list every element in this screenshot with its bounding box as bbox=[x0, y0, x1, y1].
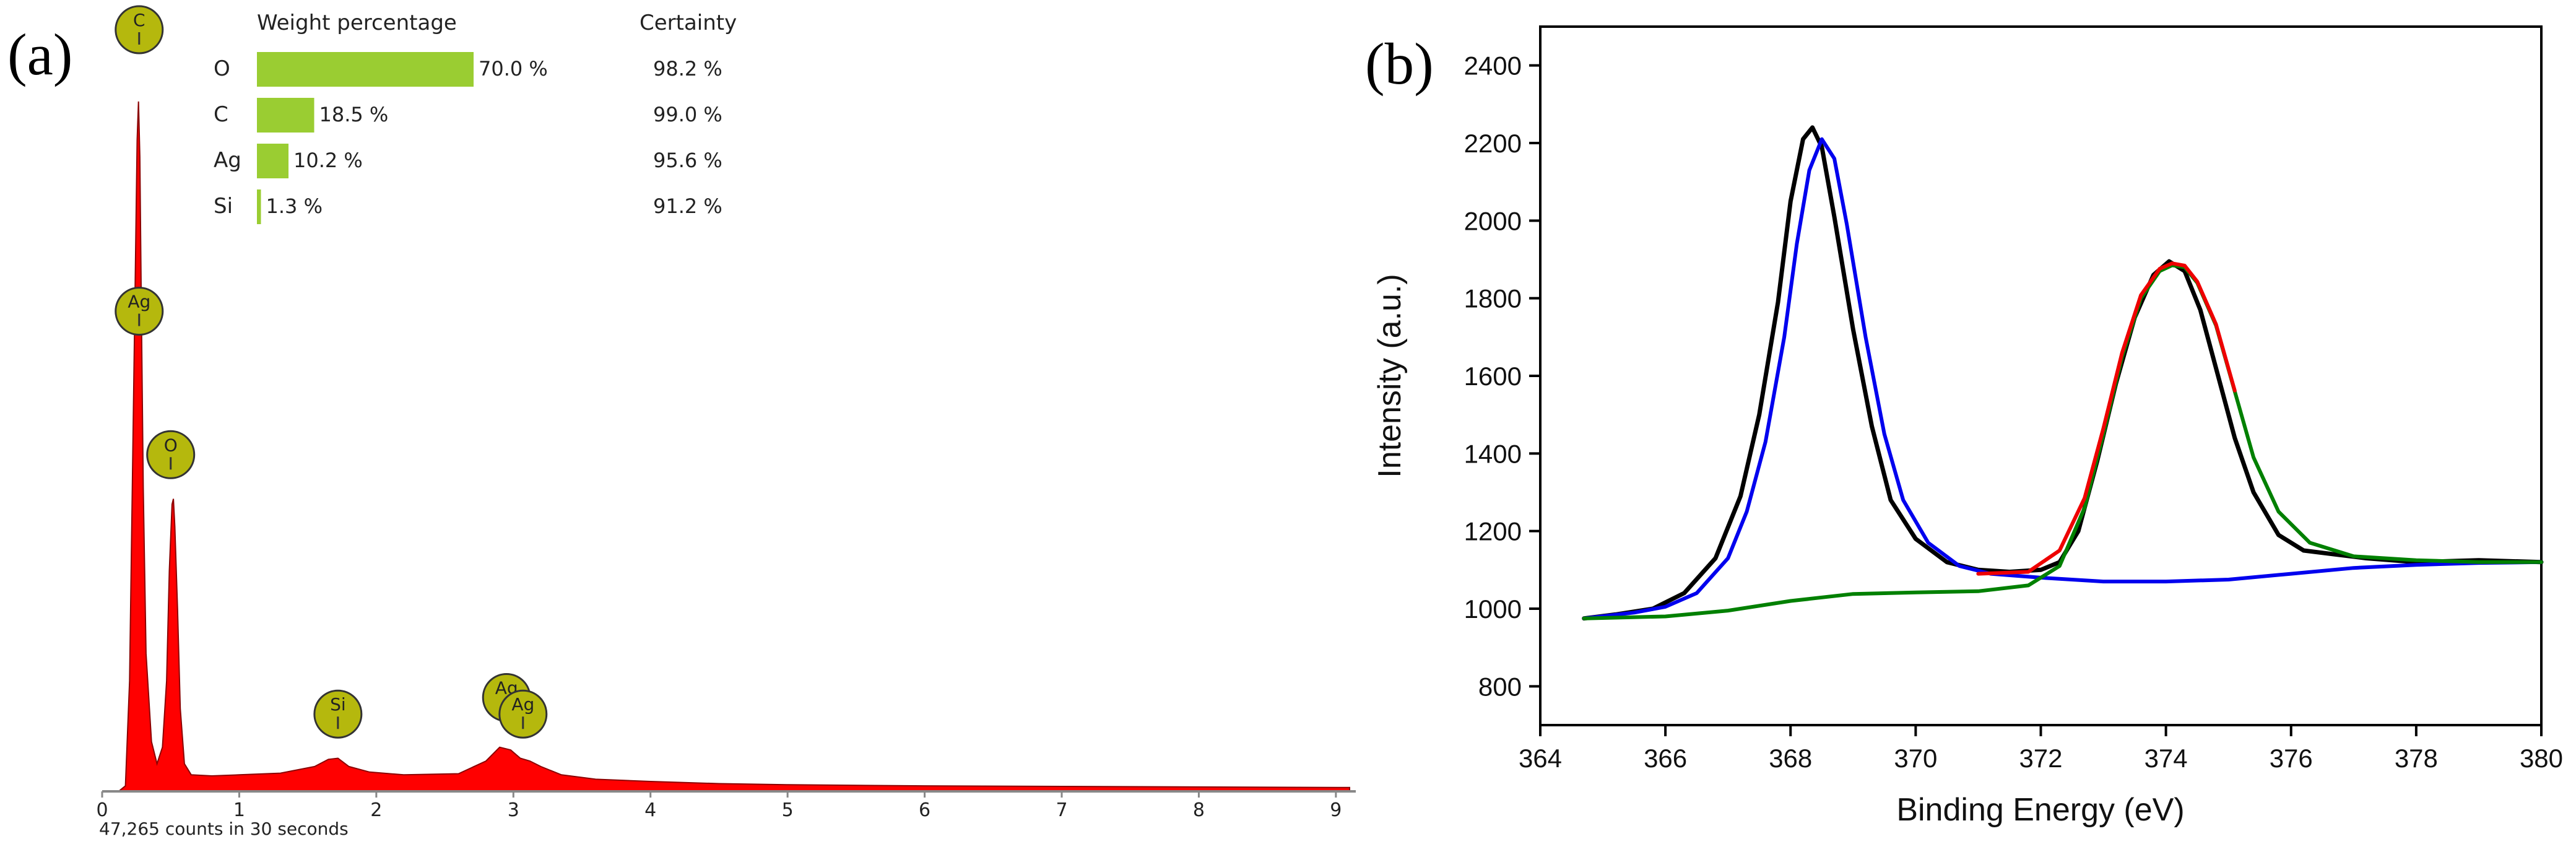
eds-spectrum-area bbox=[102, 101, 1350, 792]
peak-label-text: Ag bbox=[128, 292, 150, 312]
xps-y-tick-label: 1600 bbox=[1464, 362, 1522, 391]
eds-panel: (a) 0 1 2 3 4 5 6 7 8 9 C Ag O Si Ag Ag 47,265 counts … bbox=[7, 5, 1356, 839]
xps-x-tick-label: 370 bbox=[1894, 744, 1937, 773]
peak-label-marker bbox=[313, 689, 363, 739]
weight-bar bbox=[257, 98, 314, 133]
xps-y-tick-label: 1400 bbox=[1464, 439, 1522, 468]
peak-label-text: Ag bbox=[511, 694, 534, 715]
eds-x-tick-label: 3 bbox=[508, 799, 519, 821]
table-header-weight: Weight percentage bbox=[257, 11, 457, 35]
peak-label-ag: Ag bbox=[498, 689, 548, 739]
xps-x-tick-label: 366 bbox=[1644, 744, 1687, 773]
xps-x-tick-label: 374 bbox=[2144, 744, 2188, 773]
table-rows: O 70.0 % 98.2 % C 18.5 % 99.0 % Ag 10.2 % 95.6 %… bbox=[214, 52, 722, 224]
table-row-element: Si bbox=[214, 194, 233, 219]
peak-label-marker bbox=[115, 5, 164, 54]
xps-y-tick-label: 1000 bbox=[1464, 594, 1522, 624]
peak-label-marker bbox=[498, 689, 548, 739]
eds-x-tick-label: 7 bbox=[1056, 799, 1067, 821]
peak-label-marker bbox=[146, 430, 196, 479]
xps-series-line bbox=[1976, 261, 2237, 576]
eds-peak-labels: C Ag O Si Ag Ag bbox=[115, 5, 548, 739]
table-row: C 18.5 % 99.0 % bbox=[214, 98, 722, 133]
xps-y-tick-label: 2000 bbox=[1464, 206, 1522, 235]
eds-x-tick-label: 2 bbox=[370, 799, 382, 821]
xps-y-tick-label: 1800 bbox=[1464, 284, 1522, 313]
xps-x-axis-title: Binding Energy (eV) bbox=[1896, 792, 2184, 828]
xps-panel: (b) 364 366 368 370 372 374 376 378 380 800 1000 12… bbox=[1365, 25, 2563, 828]
eds-x-tick-label: 8 bbox=[1193, 799, 1205, 821]
eds-counts-footer: 47,265 counts in 30 seconds bbox=[99, 819, 349, 839]
eds-x-tick-label: 9 bbox=[1330, 799, 1342, 821]
peak-label-o: O bbox=[146, 430, 196, 479]
xps-x-tick-label: 368 bbox=[1769, 744, 1812, 773]
xps-panel-label: (b) bbox=[1365, 31, 1434, 97]
peak-label-marker bbox=[115, 287, 164, 336]
certainty-value: 95.6 % bbox=[653, 149, 722, 172]
weight-value: 18.5 % bbox=[319, 103, 389, 126]
table-row: O 70.0 % 98.2 % bbox=[214, 52, 722, 87]
certainty-value: 98.2 % bbox=[653, 57, 722, 80]
weight-bar bbox=[257, 189, 261, 224]
certainty-value: 91.2 % bbox=[653, 194, 722, 218]
peak-label-text: Si bbox=[330, 694, 346, 715]
xps-plot-frame bbox=[1539, 25, 2543, 726]
xps-x-tick-label: 372 bbox=[2019, 744, 2062, 773]
table-row-element: O bbox=[214, 56, 230, 81]
peak-label-si: Si bbox=[313, 689, 363, 739]
composition-table: Weight percentage Certainty O 70.0 % 98.2 … bbox=[214, 11, 737, 224]
table-row: Si 1.3 % 91.2 % bbox=[214, 189, 722, 224]
xps-x-tick-label: 364 bbox=[1519, 744, 1562, 773]
xps-y-tick-label: 1200 bbox=[1464, 517, 1522, 546]
table-header-certainty: Certainty bbox=[640, 11, 737, 35]
eds-x-tick-label: 5 bbox=[782, 799, 794, 821]
xps-y-axis-title: Intensity (a.u.) bbox=[1372, 274, 1408, 477]
xps-x-tick-label: 376 bbox=[2270, 744, 2313, 773]
eds-panel-label: (a) bbox=[7, 22, 72, 87]
eds-x-tick-label: 4 bbox=[644, 799, 656, 821]
xps-x-tick-label: 380 bbox=[2520, 744, 2563, 773]
xps-y-tick-label: 2400 bbox=[1464, 51, 1522, 80]
table-row-element: C bbox=[214, 102, 228, 127]
xps-series bbox=[1582, 125, 2544, 621]
peak-label-text: C bbox=[133, 10, 145, 30]
weight-bar bbox=[257, 144, 288, 178]
eds-spectrum bbox=[102, 101, 1350, 792]
eds-x-tick-label: 1 bbox=[233, 799, 245, 821]
eds-x-tick-label: 6 bbox=[919, 799, 930, 821]
eds-x-axis: 0 1 2 3 4 5 6 7 8 9 bbox=[96, 790, 1356, 821]
table-row: Ag 10.2 % 95.6 % bbox=[214, 144, 722, 178]
weight-value: 10.2 % bbox=[293, 149, 363, 172]
peak-label-c: C bbox=[115, 5, 164, 54]
weight-value: 1.3 % bbox=[266, 194, 323, 218]
weight-value: 70.0 % bbox=[479, 57, 548, 80]
peak-label-ag: Ag bbox=[115, 287, 164, 336]
xps-axes: 364 366 368 370 372 374 376 378 380 800 1000 1200 14… bbox=[1464, 51, 2563, 773]
xps-x-tick-label: 378 bbox=[2395, 744, 2438, 773]
certainty-value: 99.0 % bbox=[653, 103, 722, 126]
weight-bar bbox=[257, 52, 474, 87]
xps-y-tick-label: 2200 bbox=[1464, 129, 1522, 158]
xps-y-tick-label: 800 bbox=[1478, 672, 1522, 701]
eds-x-tick-label: 0 bbox=[96, 799, 108, 821]
xps-series-line bbox=[1582, 137, 2543, 620]
table-row-element: Ag bbox=[214, 148, 241, 173]
peak-label-text: O bbox=[164, 435, 178, 455]
